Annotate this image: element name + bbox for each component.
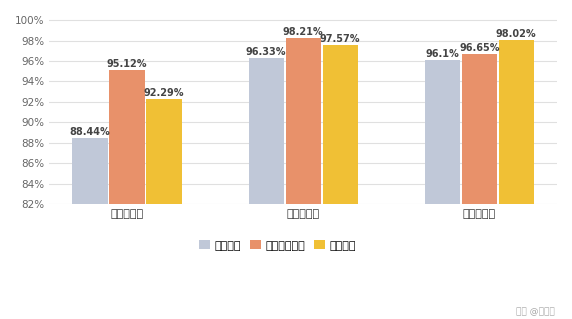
Text: 96.33%: 96.33% (246, 47, 287, 56)
Text: 88.44%: 88.44% (70, 127, 110, 137)
Text: 头条 @優志愿: 头条 @優志愿 (516, 307, 555, 316)
Bar (462, 54, 497, 204)
Text: 96.65%: 96.65% (459, 43, 499, 53)
Legend: 四川大学, 电子科技大学, 重庆大学: 四川大学, 电子科技大学, 重庆大学 (194, 236, 361, 255)
Bar (109, 70, 145, 204)
Bar (249, 58, 284, 204)
Bar (499, 40, 534, 204)
Text: 98.02%: 98.02% (496, 29, 537, 39)
Text: 98.21%: 98.21% (283, 27, 324, 37)
Text: 97.57%: 97.57% (320, 34, 360, 44)
Bar (146, 99, 182, 204)
Text: 96.1%: 96.1% (426, 49, 459, 59)
Bar (425, 60, 460, 204)
Bar (73, 138, 108, 204)
Text: 92.29%: 92.29% (144, 88, 184, 98)
Text: 95.12%: 95.12% (107, 59, 147, 69)
Bar (285, 38, 321, 204)
Bar (323, 45, 358, 204)
